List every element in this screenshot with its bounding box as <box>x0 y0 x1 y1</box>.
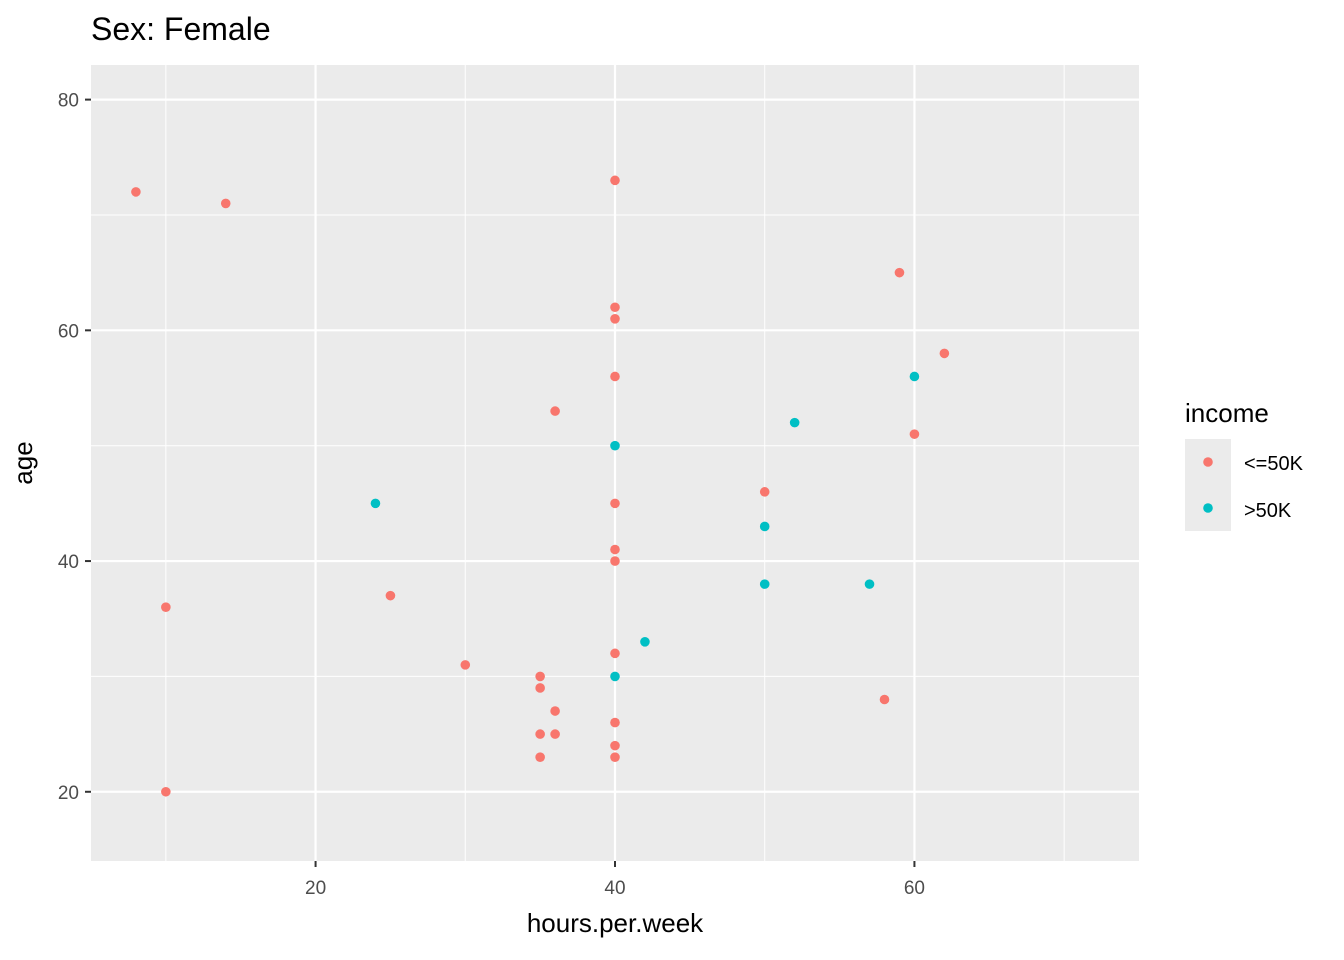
data-point <box>610 175 620 186</box>
data-point <box>610 544 620 555</box>
data-point <box>535 729 545 739</box>
y-tick-label: 60 <box>58 321 79 342</box>
data-point <box>864 579 875 589</box>
legend: income <=50K >50K <box>1185 398 1304 531</box>
data-point <box>759 579 770 589</box>
data-point <box>909 429 920 439</box>
data-point <box>535 683 545 693</box>
y-tick-label: 80 <box>58 91 79 112</box>
data-point <box>789 417 800 428</box>
data-point <box>894 267 905 278</box>
data-point <box>385 590 396 601</box>
chart-title: Sex: Female <box>91 11 271 47</box>
y-tick-label: 40 <box>58 552 79 573</box>
data-point <box>535 752 545 762</box>
data-point <box>610 498 620 509</box>
data-point <box>161 602 171 613</box>
x-tick-label: 40 <box>604 878 625 899</box>
data-point <box>610 740 620 751</box>
data-point <box>220 198 231 209</box>
data-point <box>939 348 950 359</box>
legend-key-high-income <box>1203 503 1213 513</box>
data-point <box>610 671 620 682</box>
data-points <box>131 175 950 797</box>
legend-label-low-income: <=50K <box>1244 453 1304 475</box>
x-tick-label: 60 <box>904 878 925 899</box>
data-point <box>535 671 545 682</box>
y-axis-title: age <box>8 441 38 484</box>
data-point <box>610 717 620 728</box>
legend-title: income <box>1185 398 1269 428</box>
y-tick-label: 20 <box>58 783 79 804</box>
data-point <box>370 498 381 509</box>
data-point <box>610 556 620 566</box>
y-axis-ticks: 20 40 60 80 <box>58 91 91 804</box>
x-axis-ticks: 20 40 60 <box>305 861 925 899</box>
data-point <box>759 487 770 497</box>
data-point <box>610 752 620 762</box>
data-point <box>610 313 620 324</box>
x-axis-title: hours.per.week <box>527 908 704 938</box>
data-point <box>460 660 471 670</box>
data-point <box>161 786 171 797</box>
data-point <box>909 371 920 382</box>
data-point <box>131 187 141 197</box>
data-point <box>610 648 620 659</box>
data-point <box>550 706 560 716</box>
data-point <box>610 371 620 382</box>
data-point <box>610 302 620 313</box>
data-point <box>879 694 890 705</box>
data-point <box>640 637 650 647</box>
data-point <box>550 406 560 416</box>
x-tick-label: 20 <box>305 878 326 899</box>
data-point <box>550 729 560 739</box>
legend-label-high-income: >50K <box>1244 500 1292 522</box>
legend-key-low-income <box>1203 457 1213 467</box>
major-gridlines <box>91 65 1139 861</box>
data-point <box>759 521 770 532</box>
data-point <box>610 440 620 451</box>
